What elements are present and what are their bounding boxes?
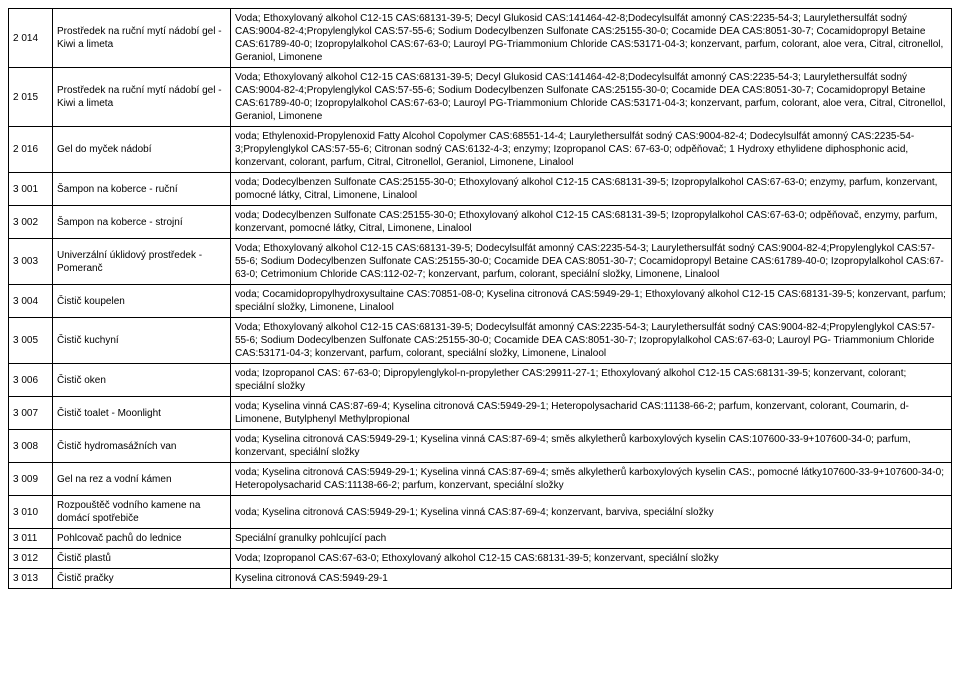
table-row: 3 009Gel na rez a vodní kámenvoda; Kysel… xyxy=(9,463,952,496)
product-code: 3 008 xyxy=(9,430,53,463)
table-row: 3 001Šampon na koberce - ručnívoda; Dode… xyxy=(9,173,952,206)
table-row: 3 006Čistič okenvoda; Izopropanol CAS: 6… xyxy=(9,364,952,397)
table-row: 3 011Pohlcovač pachů do ledniceSpeciální… xyxy=(9,529,952,549)
product-name: Rozpouštěč vodního kamene na domácí spot… xyxy=(53,496,231,529)
product-code: 3 006 xyxy=(9,364,53,397)
product-composition: voda; Dodecylbenzen Sulfonate CAS:25155-… xyxy=(231,173,952,206)
product-composition: voda; Kyselina citronová CAS:5949-29-1; … xyxy=(231,463,952,496)
product-composition: voda; Dodecylbenzen Sulfonate CAS:25155-… xyxy=(231,206,952,239)
product-name: Šampon na koberce - ruční xyxy=(53,173,231,206)
table-row: 2 014Prostředek na ruční mytí nádobí gel… xyxy=(9,9,952,68)
product-code: 3 012 xyxy=(9,549,53,569)
product-code: 2 014 xyxy=(9,9,53,68)
product-composition: voda; Ethylenoxid-Propylenoxid Fatty Alc… xyxy=(231,127,952,173)
table-row: 3 013Čistič pračky Kyselina citronová CA… xyxy=(9,569,952,589)
product-code: 3 004 xyxy=(9,285,53,318)
product-name: Pohlcovač pachů do lednice xyxy=(53,529,231,549)
table-row: 3 007Čistič toalet - Moonlightvoda; Kyse… xyxy=(9,397,952,430)
product-code: 2 016 xyxy=(9,127,53,173)
product-name: Šampon na koberce - strojní xyxy=(53,206,231,239)
product-code: 3 003 xyxy=(9,239,53,285)
table-row: 3 005Čistič kuchyníVoda; Ethoxylovaný al… xyxy=(9,318,952,364)
product-name: Prostředek na ruční mytí nádobí gel - Ki… xyxy=(53,68,231,127)
table-row: 2 015Prostředek na ruční mytí nádobí gel… xyxy=(9,68,952,127)
product-name: Univerzální úklidový prostředek - Pomera… xyxy=(53,239,231,285)
product-composition: voda; Kyselina citronová CAS:5949-29-1; … xyxy=(231,430,952,463)
product-composition: voda; Cocamidopropylhydroxysultaine CAS:… xyxy=(231,285,952,318)
product-composition: voda; Kyselina citronová CAS:5949-29-1; … xyxy=(231,496,952,529)
product-code: 3 009 xyxy=(9,463,53,496)
product-name: Čistič pračky xyxy=(53,569,231,589)
product-name: Gel na rez a vodní kámen xyxy=(53,463,231,496)
product-code: 3 010 xyxy=(9,496,53,529)
product-name: Čistič hydromasážních van xyxy=(53,430,231,463)
table-row: 3 008Čistič hydromasážních vanvoda; Kyse… xyxy=(9,430,952,463)
product-composition: Voda; Ethoxylovaný alkohol C12-15 CAS:68… xyxy=(231,239,952,285)
composition-table: 2 014Prostředek na ruční mytí nádobí gel… xyxy=(8,8,952,589)
product-code: 3 001 xyxy=(9,173,53,206)
product-code: 3 011 xyxy=(9,529,53,549)
product-code: 3 013 xyxy=(9,569,53,589)
product-composition: Kyselina citronová CAS:5949-29-1 xyxy=(231,569,952,589)
product-name: Prostředek na ruční mytí nádobí gel - Ki… xyxy=(53,9,231,68)
product-name: Čistič plastů xyxy=(53,549,231,569)
product-name: Čistič kuchyní xyxy=(53,318,231,364)
product-name: Čistič koupelen xyxy=(53,285,231,318)
product-composition: voda; Izopropanol CAS: 67-63-0; Dipropyl… xyxy=(231,364,952,397)
product-code: 3 005 xyxy=(9,318,53,364)
table-row: 3 003Univerzální úklidový prostředek - P… xyxy=(9,239,952,285)
product-code: 3 007 xyxy=(9,397,53,430)
table-row: 2 016Gel do myček nádobívoda; Ethylenoxi… xyxy=(9,127,952,173)
product-name: Čistič toalet - Moonlight xyxy=(53,397,231,430)
table-row: 3 012Čistič plastůVoda; Izopropanol CAS:… xyxy=(9,549,952,569)
product-composition: Voda; Izopropanol CAS:67-63-0; Ethoxylov… xyxy=(231,549,952,569)
product-name: Čistič oken xyxy=(53,364,231,397)
product-name: Gel do myček nádobí xyxy=(53,127,231,173)
product-composition: Voda; Ethoxylovaný alkohol C12-15 CAS:68… xyxy=(231,68,952,127)
table-row: 3 002Šampon na koberce - strojnívoda; Do… xyxy=(9,206,952,239)
product-code: 3 002 xyxy=(9,206,53,239)
table-row: 3 010Rozpouštěč vodního kamene na domácí… xyxy=(9,496,952,529)
product-composition: voda; Kyselina vinná CAS:87-69-4; Kyseli… xyxy=(231,397,952,430)
product-code: 2 015 xyxy=(9,68,53,127)
table-row: 3 004Čistič koupelenvoda; Cocamidopropyl… xyxy=(9,285,952,318)
product-composition: Voda; Ethoxylovaný alkohol C12-15 CAS:68… xyxy=(231,9,952,68)
product-composition: Voda; Ethoxylovaný alkohol C12-15 CAS:68… xyxy=(231,318,952,364)
product-composition: Speciální granulky pohlcující pach xyxy=(231,529,952,549)
